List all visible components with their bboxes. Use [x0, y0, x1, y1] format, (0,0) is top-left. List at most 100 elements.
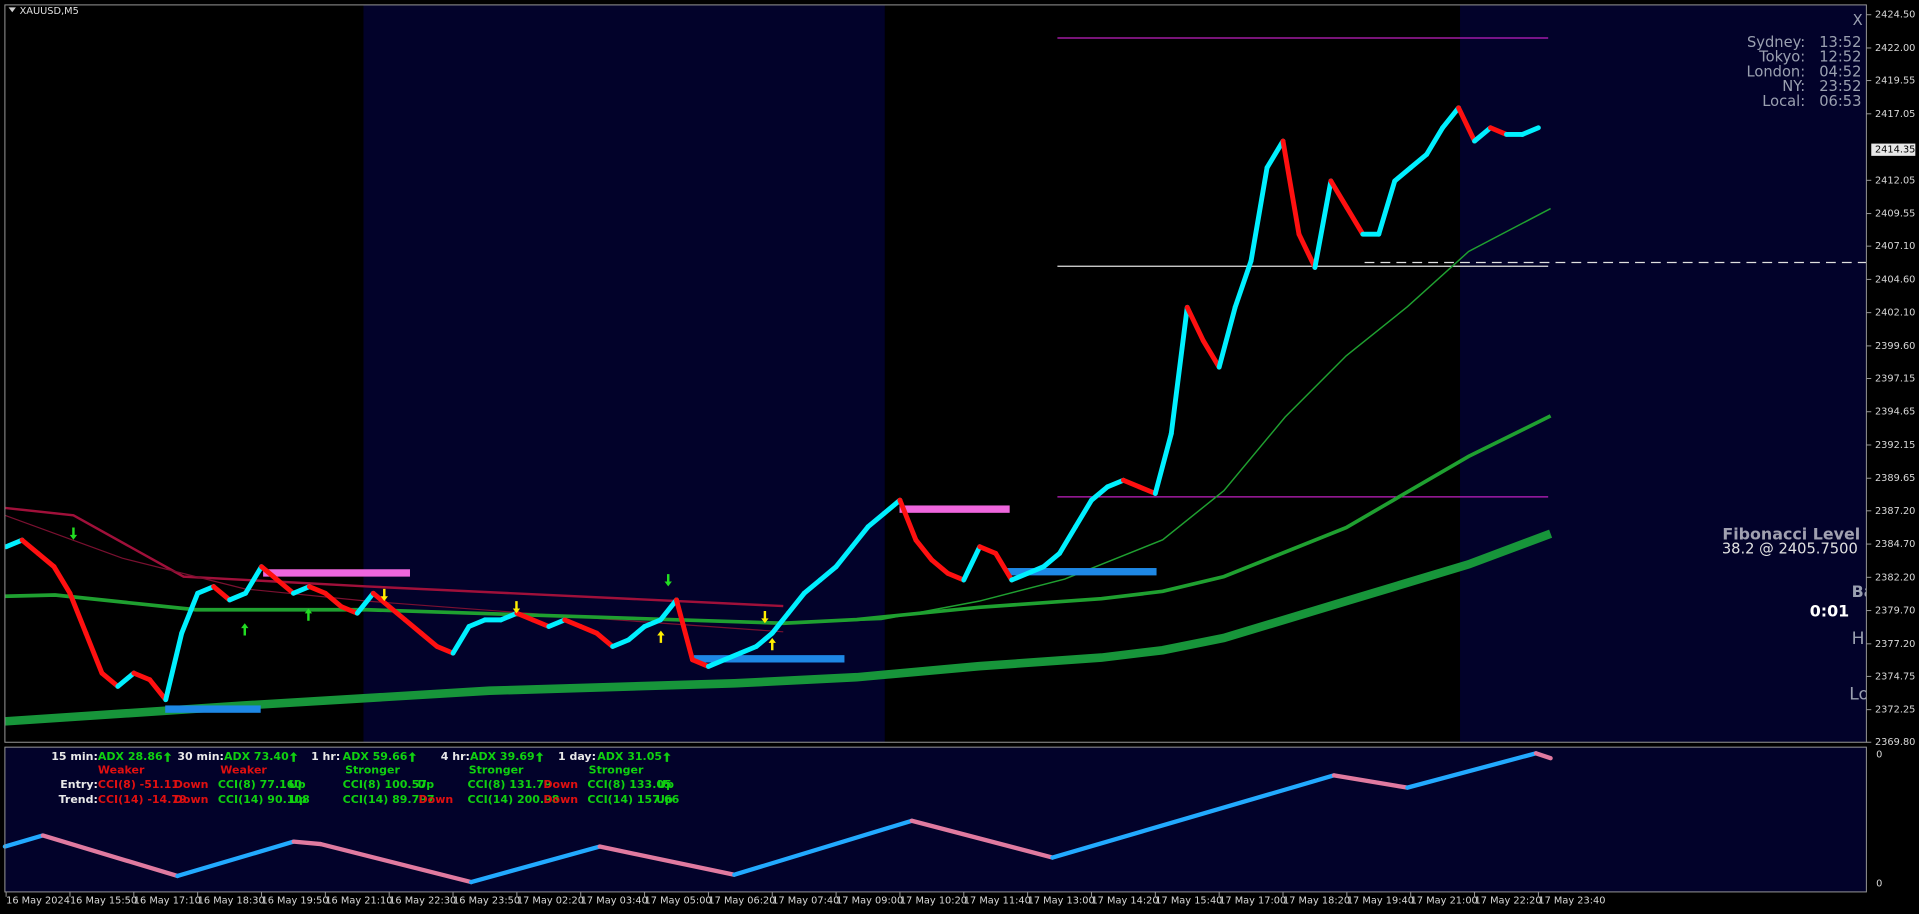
y-tick-label: 2422.00 [1875, 43, 1915, 54]
arrow-up [657, 630, 665, 643]
tf-entry-direction: Up [657, 778, 674, 791]
partial-label: Ba [1852, 582, 1875, 601]
tf-adx: ADX 39.69 [470, 750, 535, 763]
adx-arrow [163, 752, 172, 762]
session-bg [4, 4, 364, 743]
arrow-down [761, 610, 769, 624]
x-tick-label: 16 May 22:30 [389, 895, 456, 906]
candle [83, 630, 105, 676]
candle [498, 610, 520, 623]
candle [466, 617, 488, 629]
x-tick-label: 16 May 15:50 [70, 895, 137, 906]
candle [1312, 178, 1334, 270]
candle [1392, 165, 1414, 184]
x-tick-label: 17 May 02:20 [517, 895, 584, 906]
tf-entry: CCI(8) 100.57 [343, 778, 427, 791]
y-tick-label: 2409.55 [1875, 209, 1915, 220]
partial-label: Lo [1849, 684, 1869, 704]
ma-line [4, 414, 1552, 626]
candle [642, 617, 663, 629]
indicator-axis-label: 0 [1876, 878, 1882, 889]
candle [578, 624, 600, 636]
candle [179, 590, 201, 636]
session-bg [884, 4, 1461, 743]
arrow-up [304, 608, 313, 621]
candle [1519, 125, 1541, 137]
session-bg [1460, 4, 1867, 743]
arrow-down [380, 588, 388, 602]
candle [1184, 304, 1206, 344]
candle [626, 624, 648, 643]
candle [19, 537, 41, 556]
y-tick-label: 2387.20 [1875, 506, 1915, 517]
indicator-line [2, 751, 1553, 885]
candle [562, 617, 584, 629]
indicator-axis-label: 0 [1876, 750, 1882, 761]
arrow-down [69, 527, 78, 540]
candle [4, 537, 25, 550]
y-tick-label: 2412.05 [1875, 175, 1915, 186]
y-tick-label: 2379.70 [1875, 606, 1915, 617]
candle [1280, 138, 1302, 237]
y-tick-label: 2394.65 [1875, 407, 1915, 418]
entry-label: Entry: [60, 778, 98, 791]
tf-entry: CCI(8) -51.11 [98, 778, 179, 791]
x-tick-label: 17 May 18:20 [1283, 895, 1350, 906]
indicator-segment [1533, 751, 1553, 761]
tf-entry: CCI(8) 77.160 [218, 778, 303, 791]
indicator-segment [469, 844, 602, 885]
arrow-down [512, 601, 521, 614]
tf-trend: CCI(14) 90.108 [218, 793, 310, 806]
y-tick-label: 2404.60 [1875, 274, 1915, 285]
x-tick-label: 17 May 13:00 [1028, 895, 1095, 906]
session-time: 06:53 [1819, 93, 1861, 110]
candle [147, 677, 169, 703]
plot: X Sydney: 13:52 Tokyo: 12:52 London: 04:52 NY:… [4, 12, 1875, 726]
y-tick-label: 2417.05 [1875, 109, 1915, 120]
candle [1089, 484, 1110, 503]
candle [514, 610, 536, 623]
candle [51, 564, 73, 596]
candle [402, 617, 424, 636]
indicator-segment [597, 844, 737, 877]
tf-adx: ADX 28.86 [98, 750, 163, 763]
candle [1152, 431, 1174, 496]
symbol-menu[interactable] [8, 7, 16, 13]
session-time: 13:52 [1819, 34, 1861, 51]
candle [865, 511, 887, 530]
tf-name: 4 hr: [441, 750, 470, 763]
candle [1168, 304, 1190, 437]
ma-line [4, 529, 1553, 726]
indicator-segment [175, 839, 296, 879]
sessions-bg [4, 4, 1867, 892]
candle [1296, 231, 1318, 270]
candle [418, 630, 440, 649]
trend-label: Trend: [59, 793, 98, 806]
tf-trend: CCI(14) 200.98 [468, 793, 560, 806]
tf-adx: ADX 73.40 [224, 750, 289, 763]
candle [881, 497, 903, 516]
candle [753, 630, 775, 649]
indicator-bg [4, 747, 1867, 892]
x-tick-label: 17 May 15:40 [1155, 895, 1222, 906]
candle [1328, 178, 1350, 211]
candle [945, 570, 967, 583]
candle [721, 650, 743, 663]
y-tick-label: 2407.10 [1875, 241, 1915, 252]
session-city: Tokyo: [1758, 49, 1805, 66]
current-price-label: 2414.35 [1875, 145, 1915, 156]
y-tick-label: 2399.60 [1875, 341, 1915, 352]
indicator-segment [732, 818, 914, 877]
tf-strength: Stronger [345, 763, 400, 776]
candle [1264, 138, 1286, 171]
ma-line [783, 207, 1551, 624]
candle [849, 524, 871, 550]
candle [674, 597, 695, 663]
candle [1136, 484, 1158, 496]
close-button[interactable]: X [1853, 12, 1863, 29]
signal-arrows [69, 527, 776, 651]
candle [769, 610, 791, 636]
candle [1376, 178, 1398, 237]
x-tick-label: 17 May 03:40 [581, 895, 648, 906]
y-tick-label: 2382.20 [1875, 572, 1915, 583]
